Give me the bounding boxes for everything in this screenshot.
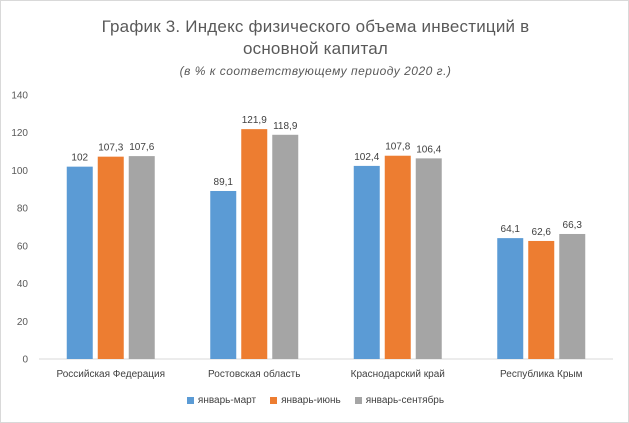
y-axis-labels: 0 20 40 60 80 100 120 140	[11, 91, 28, 366]
data-label-1-1: 121,9	[242, 115, 267, 126]
y-tick-label: 120	[11, 128, 28, 139]
data-label-2-0: 102,4	[354, 152, 379, 163]
legend-swatch-series-1	[270, 397, 278, 404]
legend-label-series-1: январь-июнь	[281, 395, 341, 406]
y-tick-label: 40	[17, 279, 29, 290]
bar-1-0	[210, 190, 237, 359]
bar-2-1	[384, 155, 411, 359]
data-labels: 102 107,3 107,6 89,1 121,9 118,9 102,4 107,8 106…	[71, 115, 582, 238]
bar-3-1	[528, 240, 555, 359]
y-tick-label: 80	[17, 204, 29, 215]
y-tick-label: 140	[11, 91, 28, 102]
data-label-3-2: 66,3	[563, 220, 583, 231]
data-label-3-1: 62,6	[532, 227, 552, 238]
data-label-0-2: 107,6	[129, 142, 154, 153]
bars	[66, 129, 586, 359]
legend-item-series-0: январь-март	[186, 395, 257, 406]
data-label-1-2: 118,9	[273, 121, 298, 132]
legend-label-series-0: январь-март	[197, 395, 257, 406]
data-label-0-0: 102	[71, 153, 88, 164]
legend-item-series-1: январь-июнь	[270, 395, 341, 406]
category-label-3: Республика Крым	[500, 368, 583, 380]
legend-swatch-series-2	[354, 397, 362, 404]
bar-3-2	[559, 233, 586, 359]
category-label-1: Ростовская область	[208, 368, 300, 380]
y-tick-label: 20	[17, 317, 29, 328]
chart-title-line-1: График 3. Индекс физического объема инве…	[101, 17, 530, 36]
category-labels: Российская Федерация Ростовская область Кр…	[56, 368, 582, 380]
chart-subtitle: (в % к соответствующему периоду 2020 г.)	[179, 64, 452, 78]
data-label-2-2: 106,4	[416, 144, 441, 155]
bar-0-0	[66, 166, 93, 359]
bar-2-0	[353, 165, 380, 359]
data-label-0-1: 107,3	[98, 143, 123, 154]
data-label-1-0: 89,1	[214, 177, 234, 188]
bar-2-2	[415, 158, 442, 359]
bar-3-0	[497, 238, 524, 359]
legend: январь-март январь-июнь январь-сентябрь	[1, 395, 629, 406]
data-label-3-0: 64,1	[501, 224, 521, 235]
chart-title-line-2: основной капитал	[242, 39, 389, 58]
bar-1-2	[272, 134, 299, 359]
category-label-2: Краснодарский край	[351, 369, 445, 380]
category-label-0: Российская Федерация	[56, 369, 165, 380]
bar-1-1	[241, 129, 268, 359]
bar-0-1	[97, 156, 124, 359]
legend-swatch-series-0	[186, 397, 194, 404]
legend-item-series-2: январь-сентябрь	[354, 395, 445, 406]
y-tick-label: 100	[11, 166, 28, 177]
bar-0-2	[128, 156, 155, 359]
legend-label-series-2: январь-сентябрь	[365, 395, 445, 406]
bar-chart: 0 20 40 60 80 100 120 140 102 107,3 107,6 89,1 121,…	[11, 91, 613, 380]
data-label-2-1: 107,8	[385, 142, 410, 153]
y-tick-label: 60	[17, 241, 29, 252]
y-tick-label: 0	[22, 355, 28, 366]
